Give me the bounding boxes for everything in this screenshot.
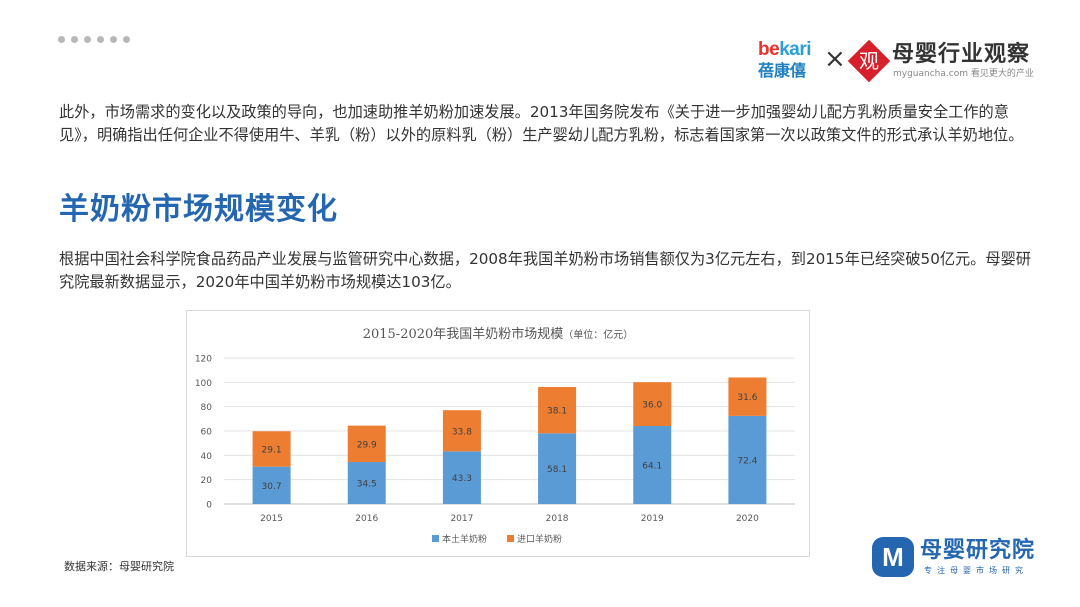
- dot-icon: [110, 36, 117, 43]
- data-label: 43.3: [452, 474, 472, 484]
- section-heading: 羊奶粉市场规模变化: [59, 192, 338, 227]
- data-label: 29.9: [357, 440, 377, 450]
- x-tick-label: 2017: [450, 514, 473, 524]
- y-tick-label: 40: [201, 452, 213, 462]
- bar-domestic: [252, 466, 291, 504]
- data-label: 64.1: [642, 462, 662, 472]
- x-tick-label: 2018: [546, 514, 569, 524]
- y-tick-label: 60: [201, 428, 213, 438]
- bar-imported: [252, 431, 291, 467]
- data-label: 58.1: [547, 465, 567, 475]
- data-label: 30.7: [262, 482, 282, 492]
- institute-logo: M 母婴研究院 专注母婴市场研究: [872, 537, 1052, 581]
- x-tick-label: 2015: [260, 514, 283, 524]
- dot-icon: [123, 36, 130, 43]
- bekari-logo-cn: 蓓康僖: [758, 61, 807, 80]
- institute-logo-title: 母婴研究院: [920, 538, 1036, 563]
- data-label: 33.8: [452, 427, 472, 437]
- intro-paragraph: 此外，市场需求的变化以及政策的导向，也加速助推羊奶粉加速发展。2013年国务院发…: [59, 103, 1024, 144]
- myxy-logo-subtitle: myguancha.com 看见更大的产业: [893, 69, 1034, 79]
- bar-imported: [442, 410, 481, 452]
- data-label: 38.1: [547, 407, 567, 417]
- y-tick-label: 120: [195, 355, 212, 365]
- chart-title-unit: （单位：亿元）: [563, 328, 633, 341]
- bar-domestic: [347, 462, 386, 504]
- dot-icon: [84, 36, 91, 43]
- y-tick-label: 0: [206, 501, 212, 511]
- institute-logo-subtitle: 专注母婴市场研究: [924, 566, 1028, 575]
- x-tick-label: 2020: [736, 514, 759, 524]
- source-note: 数据来源：母婴研究院: [64, 560, 174, 573]
- bekari-logo-text: bekari: [758, 39, 812, 60]
- chart-title-main: 2015-2020年我国羊奶粉市场规模: [363, 326, 564, 342]
- chart-canvas: 2015-2020年我国羊奶粉市场规模（单位：亿元） 0 20 40 60 80 100 12…: [195, 326, 795, 545]
- x-tick-label: 2019: [641, 514, 664, 524]
- market-size-chart: 2015-2020年我国羊奶粉市场规模（单位：亿元） 0 20 40 60 80 100 12…: [186, 310, 810, 557]
- bar-imported: [633, 382, 672, 427]
- dot-icon: [58, 36, 65, 43]
- data-label: 29.1: [262, 445, 282, 455]
- dot-icon: [71, 36, 78, 43]
- y-tick-label: 80: [201, 403, 213, 413]
- legend-label: 进口羊奶粉: [517, 533, 562, 545]
- data-paragraph: 根据中国社会科学院食品药品产业发展与监管研究中心数据，2008年我国羊奶粉市场销…: [59, 250, 1031, 291]
- y-tick-label: 20: [201, 476, 213, 486]
- x-tick-label: 2016: [355, 514, 378, 524]
- data-label: 31.6: [737, 393, 757, 403]
- myxy-badge-icon: 观: [847, 39, 891, 83]
- data-label: 36.0: [642, 401, 662, 411]
- legend-label: 本土羊奶粉: [442, 533, 487, 545]
- institute-logo-icon: M: [872, 537, 914, 577]
- bar-domestic: [728, 415, 767, 504]
- bar-domestic: [442, 451, 481, 504]
- bar-domestic: [633, 426, 672, 504]
- bar-domestic: [538, 433, 577, 504]
- data-label: 72.4: [737, 456, 757, 466]
- bar-imported: [538, 386, 577, 434]
- bar-imported: [347, 425, 386, 463]
- bekari-logo: bekari 蓓康僖: [758, 40, 822, 86]
- y-tick-label: 100: [195, 379, 212, 389]
- myxy-logo-title: 母婴行业观察: [892, 42, 1031, 67]
- legend-swatch: [507, 535, 514, 542]
- bar-imported: [728, 377, 767, 416]
- dot-icon: [97, 36, 104, 43]
- data-label: 34.5: [357, 480, 377, 490]
- chart-title: 2015-2020年我国羊奶粉市场规模（单位：亿元）: [363, 326, 634, 342]
- times-icon: ×: [824, 44, 846, 74]
- decorative-dots: [58, 36, 130, 43]
- legend-swatch: [432, 535, 439, 542]
